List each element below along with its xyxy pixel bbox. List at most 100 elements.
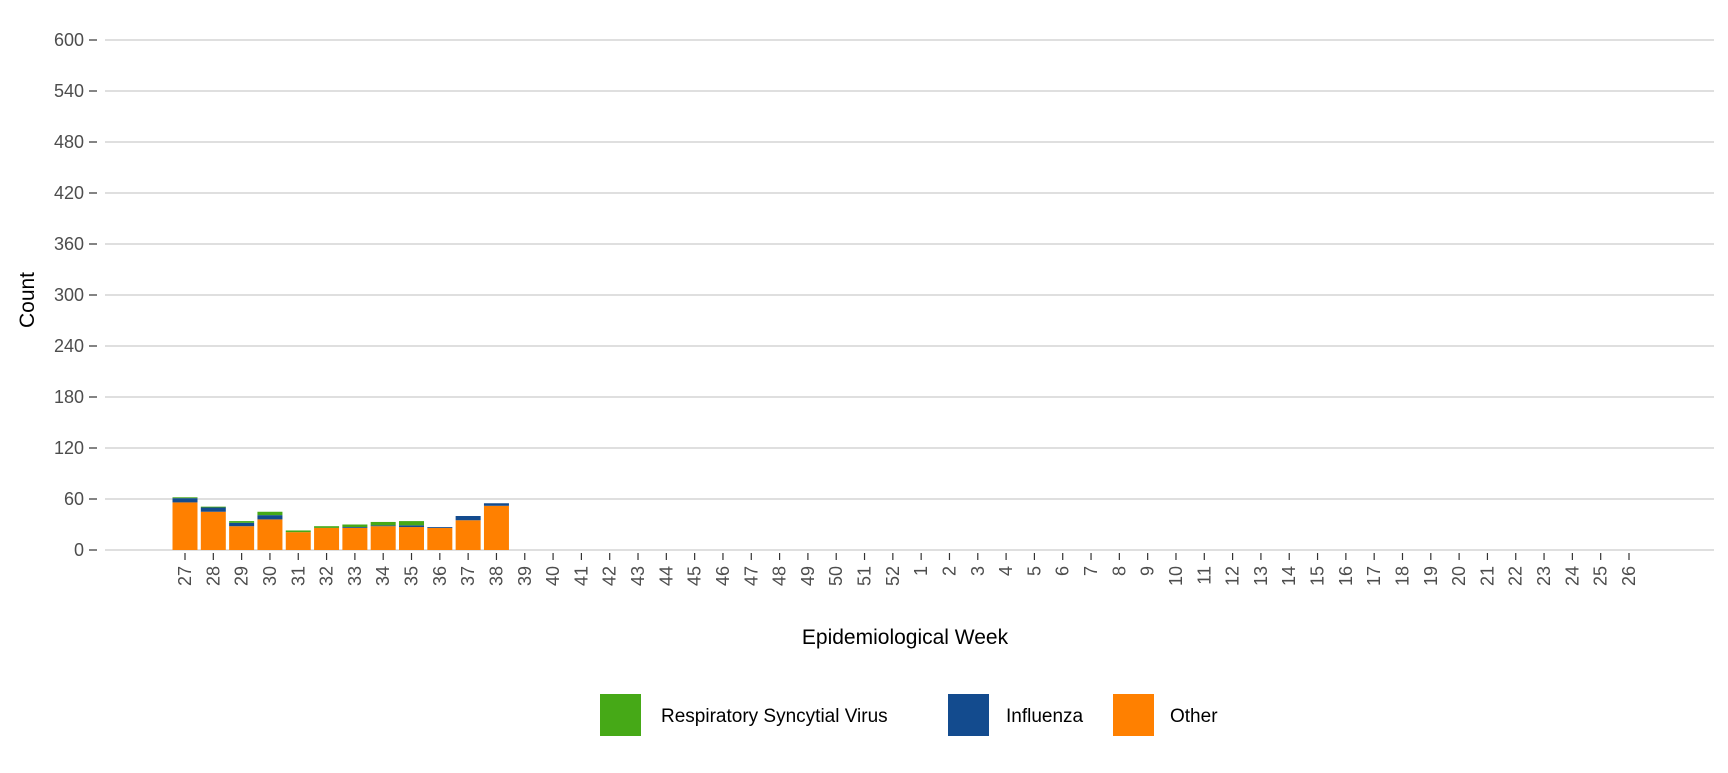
bar-segment-influenza <box>483 503 509 506</box>
x-tick-label: 29 <box>232 566 252 586</box>
y-tick-label: 0 <box>74 540 84 560</box>
x-tick-label: 18 <box>1392 566 1412 586</box>
gridlines <box>105 39 1714 551</box>
x-tick-label: 51 <box>855 566 875 586</box>
x-tick-label: 36 <box>430 566 450 586</box>
legend: Respiratory Syncytial Virus Influenza Othe… <box>600 694 1218 736</box>
x-tick-label: 1 <box>911 566 931 576</box>
x-tick-label: 38 <box>486 566 506 586</box>
y-axis-title: Count <box>16 272 39 328</box>
bar-segment-respiratory-syncytial-virus <box>285 530 311 533</box>
x-tick-label: 9 <box>1138 566 1158 576</box>
x-tick-label: 19 <box>1421 566 1441 586</box>
x-tick-label: 37 <box>458 566 478 586</box>
x-tick-label: 10 <box>1166 566 1186 586</box>
bar-segment-respiratory-syncytial-virus <box>172 497 198 499</box>
x-tick-label: 2 <box>939 566 959 576</box>
y-tick-label: 360 <box>54 234 84 254</box>
x-axis: 27 28 29 30 31 32 33 34 35 36 37 38 39 40 41 42 43 44 45 46… <box>175 553 1639 586</box>
bar-segment-influenza <box>342 527 368 528</box>
bar-segment-respiratory-syncytial-virus <box>370 521 396 526</box>
x-tick-label: 4 <box>996 566 1016 576</box>
bar-segment-other <box>314 527 340 550</box>
x-tick-label: 12 <box>1223 566 1243 586</box>
bar-segment-other <box>200 511 226 550</box>
x-tick-label: 3 <box>968 566 988 576</box>
x-tick-label: 33 <box>345 566 365 586</box>
y-tick-label: 480 <box>54 132 84 152</box>
x-tick-label: 5 <box>1024 566 1044 576</box>
bar-segment-respiratory-syncytial-virus <box>200 506 226 508</box>
y-tick-label: 240 <box>54 336 84 356</box>
legend-key <box>948 694 989 736</box>
x-tick-label: 50 <box>826 566 846 586</box>
x-tick-label: 47 <box>741 566 761 586</box>
x-tick-label: 23 <box>1534 566 1554 586</box>
x-tick-label: 17 <box>1364 566 1384 586</box>
bar-segment-other <box>172 502 198 550</box>
bar-segment-other <box>370 526 396 550</box>
y-axis: 0 60 120 180 240 300 360 420 480 540 600 <box>54 30 97 560</box>
bar-segment-other <box>257 519 283 550</box>
bar-segment-influenza <box>257 515 283 520</box>
x-tick-label: 49 <box>798 566 818 586</box>
x-tick-label: 8 <box>1109 566 1129 576</box>
x-tick-label: 34 <box>373 566 393 586</box>
x-tick-label: 11 <box>1194 566 1214 585</box>
x-axis-title: Epidemiological Week <box>802 626 1009 649</box>
bar-segment-respiratory-syncytial-virus <box>229 521 255 523</box>
x-tick-label: 30 <box>260 566 280 586</box>
bar-segment-influenza <box>399 525 425 528</box>
x-tick-label: 32 <box>317 566 337 586</box>
x-tick-label: 25 <box>1591 566 1611 586</box>
x-tick-label: 40 <box>543 566 563 586</box>
bar-segment-influenza <box>200 507 226 512</box>
x-tick-label: 13 <box>1251 566 1271 586</box>
y-tick-label: 300 <box>54 285 84 305</box>
x-tick-label: 28 <box>203 566 223 586</box>
bar-segment-other <box>427 527 453 550</box>
y-tick-label: 420 <box>54 183 84 203</box>
x-tick-label: 24 <box>1562 566 1582 586</box>
x-tick-label: 39 <box>515 566 535 586</box>
bar-segment-respiratory-syncytial-virus <box>257 511 283 516</box>
y-tick-label: 120 <box>54 438 84 458</box>
legend-label: Influenza <box>1006 706 1084 727</box>
bar-segment-other <box>285 532 311 550</box>
x-tick-label: 45 <box>685 566 705 586</box>
bar-segment-influenza <box>427 527 453 528</box>
bars <box>172 497 509 550</box>
bar-segment-other <box>455 520 481 550</box>
legend-label: Respiratory Syncytial Virus <box>661 706 888 727</box>
bar-segment-respiratory-syncytial-virus <box>399 521 425 526</box>
bar-segment-influenza <box>172 498 198 503</box>
legend-key <box>1113 694 1154 736</box>
x-tick-label: 20 <box>1449 566 1469 586</box>
bar-segment-respiratory-syncytial-virus <box>314 526 340 528</box>
bar-segment-respiratory-syncytial-virus <box>342 524 368 528</box>
x-tick-label: 52 <box>883 566 903 586</box>
bar-segment-influenza <box>229 522 255 527</box>
x-tick-label: 48 <box>770 566 790 586</box>
x-tick-label: 41 <box>571 566 591 586</box>
bar-segment-influenza <box>455 516 481 521</box>
x-tick-label: 15 <box>1308 566 1328 586</box>
bar-segment-other <box>399 527 425 550</box>
y-tick-label: 60 <box>64 489 84 509</box>
y-tick-label: 180 <box>54 387 84 407</box>
x-tick-label: 35 <box>402 566 422 586</box>
x-tick-label: 21 <box>1477 566 1497 586</box>
legend-key <box>600 694 641 736</box>
x-tick-label: 6 <box>1053 566 1073 576</box>
bar-segment-influenza <box>370 525 396 527</box>
x-tick-label: 22 <box>1506 566 1526 586</box>
x-tick-label: 14 <box>1279 566 1299 586</box>
x-tick-label: 27 <box>175 566 195 586</box>
x-tick-label: 31 <box>288 566 308 586</box>
bar-segment-other <box>229 526 255 550</box>
x-tick-label: 42 <box>600 566 620 586</box>
bar-segment-other <box>483 505 509 550</box>
x-tick-label: 7 <box>1081 566 1101 576</box>
x-tick-label: 16 <box>1336 566 1356 586</box>
